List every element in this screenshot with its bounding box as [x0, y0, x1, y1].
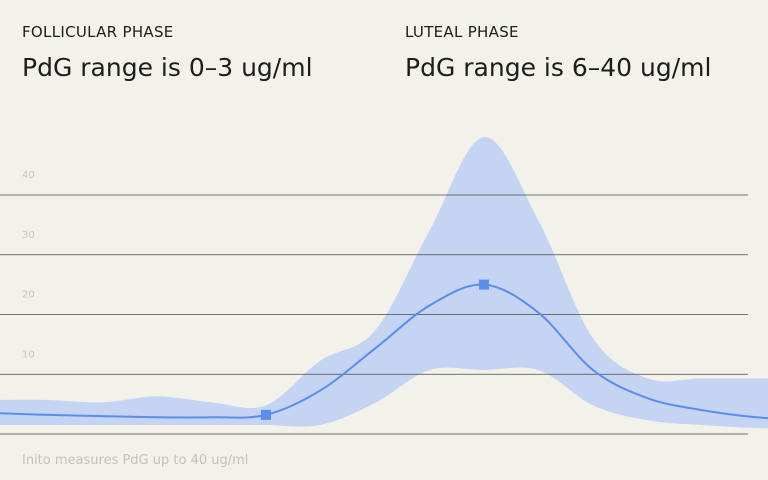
marker	[261, 409, 271, 420]
footnote: Inito measures PdG up to 40 ug/ml	[22, 453, 248, 468]
marker	[479, 279, 489, 290]
y-tick-label: 10	[22, 349, 35, 360]
phase-range: PdG range is 6–40 ug/ml	[405, 53, 711, 82]
y-tick-label: 30	[22, 230, 35, 241]
y-tick-label: 40	[22, 170, 35, 181]
phase-label: FOLLICULAR PHASE	[22, 23, 174, 41]
plot: 10 20 30 40	[0, 137, 768, 435]
phase-range: PdG range is 0–3 ug/ml	[22, 53, 313, 82]
phase-label: LUTEAL PHASE	[405, 23, 519, 41]
mean-line	[0, 283, 768, 420]
y-tick-label: 20	[22, 290, 35, 301]
range-band	[0, 137, 768, 429]
